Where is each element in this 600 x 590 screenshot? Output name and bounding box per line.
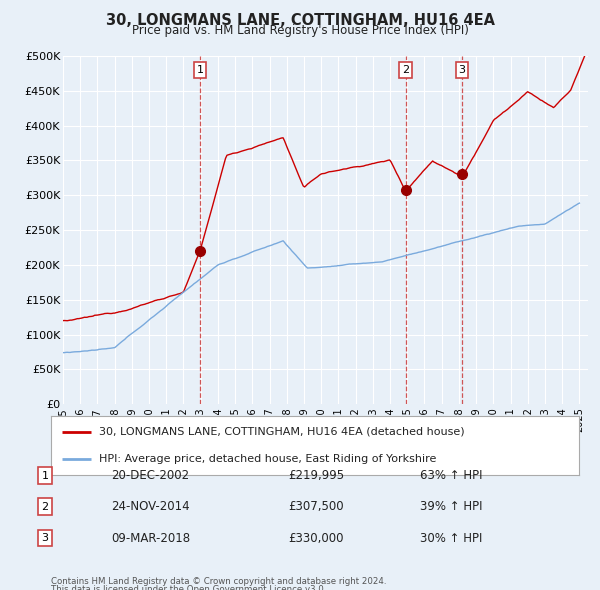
Text: 3: 3 <box>41 533 49 543</box>
Text: £330,000: £330,000 <box>288 532 343 545</box>
Text: £219,995: £219,995 <box>288 469 344 482</box>
Text: 63% ↑ HPI: 63% ↑ HPI <box>420 469 482 482</box>
Text: 39% ↑ HPI: 39% ↑ HPI <box>420 500 482 513</box>
Text: 09-MAR-2018: 09-MAR-2018 <box>111 532 190 545</box>
Text: 30, LONGMANS LANE, COTTINGHAM, HU16 4EA: 30, LONGMANS LANE, COTTINGHAM, HU16 4EA <box>106 13 494 28</box>
Text: 30, LONGMANS LANE, COTTINGHAM, HU16 4EA (detached house): 30, LONGMANS LANE, COTTINGHAM, HU16 4EA … <box>98 427 464 437</box>
Text: This data is licensed under the Open Government Licence v3.0.: This data is licensed under the Open Gov… <box>51 585 326 590</box>
Text: 2: 2 <box>402 65 409 75</box>
Text: 2: 2 <box>41 502 49 512</box>
Text: 1: 1 <box>41 471 49 480</box>
Text: 20-DEC-2002: 20-DEC-2002 <box>111 469 189 482</box>
Text: 3: 3 <box>458 65 466 75</box>
Text: 30% ↑ HPI: 30% ↑ HPI <box>420 532 482 545</box>
Text: 24-NOV-2014: 24-NOV-2014 <box>111 500 190 513</box>
Text: Price paid vs. HM Land Registry's House Price Index (HPI): Price paid vs. HM Land Registry's House … <box>131 24 469 37</box>
Text: Contains HM Land Registry data © Crown copyright and database right 2024.: Contains HM Land Registry data © Crown c… <box>51 577 386 586</box>
Text: 1: 1 <box>197 65 203 75</box>
Text: £307,500: £307,500 <box>288 500 344 513</box>
Text: HPI: Average price, detached house, East Riding of Yorkshire: HPI: Average price, detached house, East… <box>98 454 436 464</box>
